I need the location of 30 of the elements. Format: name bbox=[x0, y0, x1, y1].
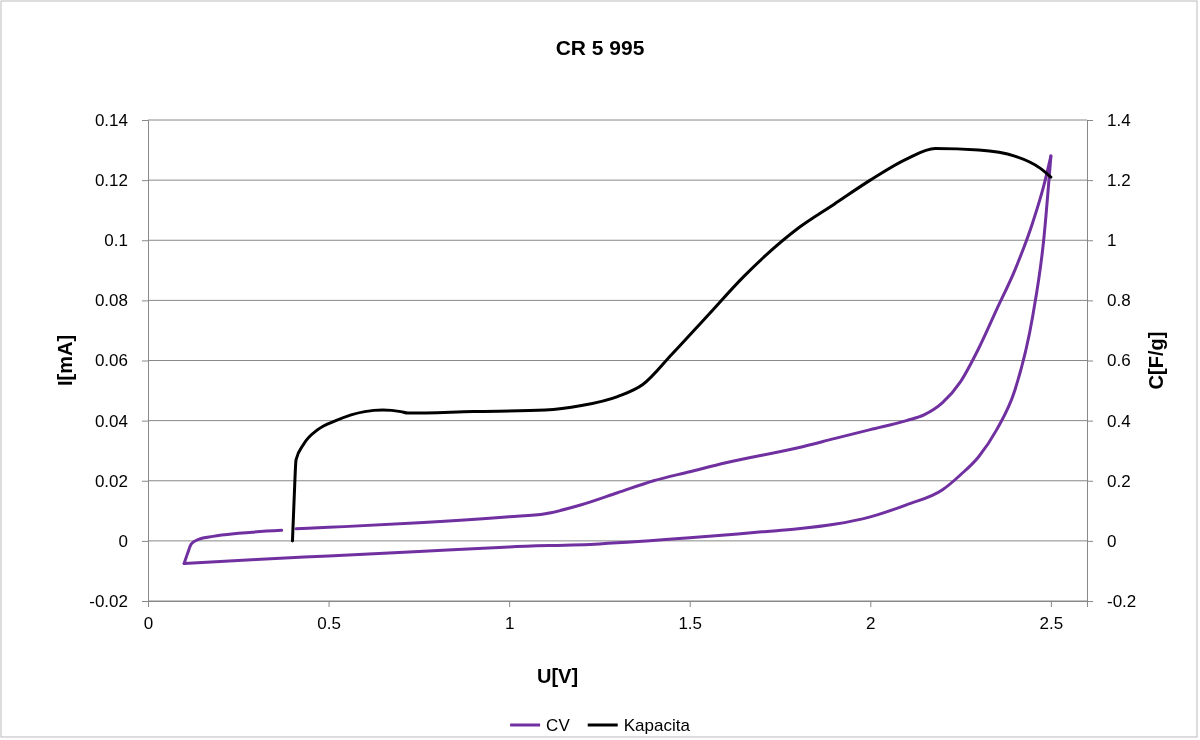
y2-tick-label: 0.2 bbox=[1107, 471, 1131, 491]
x-axis-title: U[V] bbox=[536, 665, 579, 687]
y2-tick-label: 1.4 bbox=[1107, 110, 1131, 130]
y2-tick-label: 1.2 bbox=[1107, 171, 1131, 191]
y2-axis-title: C[F/g] bbox=[1145, 331, 1167, 390]
y-tick-label: 0.12 bbox=[94, 171, 128, 191]
y-tick-label: 0.02 bbox=[94, 471, 128, 491]
y2-tick-label: 0.6 bbox=[1107, 351, 1131, 371]
x-tick-label: 2 bbox=[866, 614, 876, 634]
legend-label: Kapacita bbox=[623, 716, 691, 735]
y-tick-label: 0.14 bbox=[94, 110, 128, 130]
y-tick-label: 0.1 bbox=[104, 231, 128, 251]
y-tick-label: 0.04 bbox=[94, 411, 128, 431]
y-tick-label: 0.06 bbox=[94, 351, 128, 371]
y2-tick-label: 0 bbox=[1107, 531, 1117, 551]
chart-title: CR 5 995 bbox=[555, 36, 645, 59]
y-axis-title: I[mA] bbox=[54, 334, 76, 387]
x-tick-label: 1 bbox=[504, 614, 515, 634]
y-tick-label: -0.02 bbox=[89, 591, 128, 611]
y2-tick-label: 1 bbox=[1107, 231, 1117, 251]
y2-tick-label: -0.2 bbox=[1107, 591, 1137, 611]
y-tick-label: 0 bbox=[118, 531, 128, 551]
legend-label: CV bbox=[546, 716, 571, 735]
x-tick-label: 0 bbox=[143, 614, 154, 634]
x-tick-label: 0.5 bbox=[317, 614, 341, 634]
y-tick-label: 0.08 bbox=[94, 291, 128, 311]
y2-tick-label: 0.8 bbox=[1107, 291, 1131, 311]
x-tick-label: 2.5 bbox=[1039, 614, 1064, 634]
y2-tick-label: 0.4 bbox=[1107, 411, 1131, 431]
x-tick-label: 1.5 bbox=[678, 614, 703, 634]
